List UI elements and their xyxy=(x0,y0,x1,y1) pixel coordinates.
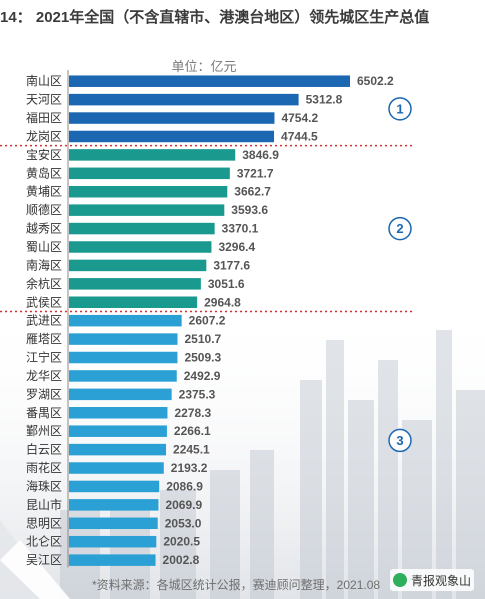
value-label: 3051.6 xyxy=(208,277,245,291)
category-label: 福田区 xyxy=(26,110,62,125)
watermark-text: 青报观象山 xyxy=(411,573,472,588)
bar xyxy=(69,535,157,548)
bar xyxy=(69,130,275,143)
value-label: 5312.8 xyxy=(306,93,343,107)
unit-label: 单位：亿元 xyxy=(171,59,237,74)
category-label: 武进区 xyxy=(26,314,62,328)
category-label: 越秀区 xyxy=(26,222,62,236)
group-marker-circle xyxy=(388,428,412,453)
category-label: 海珠区 xyxy=(26,478,62,493)
value-label: 3662.7 xyxy=(234,185,271,199)
value-label: 2964.8 xyxy=(204,295,241,309)
category-label: 龙华区 xyxy=(26,369,62,383)
group-marker-number: 3 xyxy=(396,433,403,448)
bar xyxy=(69,167,230,180)
bar xyxy=(69,388,172,401)
bar xyxy=(69,112,275,124)
group-marker-circle xyxy=(388,97,412,121)
value-label: 2607.2 xyxy=(189,314,226,328)
wechat-icon xyxy=(393,573,407,587)
value-label: 2375.3 xyxy=(179,387,216,401)
value-label: 2069.9 xyxy=(165,498,202,512)
bar xyxy=(69,351,178,364)
bar xyxy=(69,407,168,419)
category-label: 白云区 xyxy=(26,442,62,457)
value-label: 3593.6 xyxy=(231,203,268,217)
category-label: 吴江区 xyxy=(26,553,62,567)
category-label: 南山区 xyxy=(26,73,62,88)
category-label: 宝安区 xyxy=(26,147,62,162)
bar xyxy=(69,462,164,474)
value-label: 3846.9 xyxy=(242,148,279,162)
category-label: 番禺区 xyxy=(26,406,62,420)
value-label: 2510.7 xyxy=(185,332,222,346)
value-label: 3721.7 xyxy=(237,166,274,180)
value-label: 2278.3 xyxy=(174,406,211,420)
value-label: 3177.6 xyxy=(213,258,250,272)
value-label: 2245.1 xyxy=(173,443,210,457)
bar xyxy=(69,499,159,511)
bar xyxy=(69,314,182,327)
category-label: 鄞州区 xyxy=(26,424,62,438)
value-label: 4744.5 xyxy=(281,129,318,143)
bar xyxy=(69,241,212,253)
value-label: 2086.9 xyxy=(166,479,203,493)
value-label: 4754.2 xyxy=(281,111,318,125)
value-label: 2002.8 xyxy=(163,553,200,567)
value-label: 2266.1 xyxy=(174,424,211,438)
bar xyxy=(69,185,228,198)
watermark: 青报观象山 xyxy=(390,569,475,591)
bar xyxy=(69,443,167,456)
category-label: 昆山市 xyxy=(26,497,62,512)
value-label: 6502.2 xyxy=(357,74,394,88)
bar xyxy=(69,554,156,566)
bar xyxy=(69,204,225,216)
bar xyxy=(69,296,198,308)
bar xyxy=(69,222,215,235)
category-label: 天河区 xyxy=(26,93,62,107)
bar xyxy=(69,517,158,530)
category-label: 龙岗区 xyxy=(26,129,62,143)
value-label: 3370.1 xyxy=(222,222,259,236)
value-label: 3296.4 xyxy=(218,240,255,254)
bar xyxy=(69,370,177,382)
value-label: 2509.3 xyxy=(184,351,221,365)
category-label: 南海区 xyxy=(26,257,62,272)
category-label: 江宁区 xyxy=(26,350,62,365)
value-label: 2492.9 xyxy=(184,369,221,383)
bar xyxy=(69,278,201,290)
group-marker-number: 2 xyxy=(396,221,403,236)
category-label: 顺德区 xyxy=(26,202,62,217)
category-label: 雨花区 xyxy=(26,460,62,475)
bar xyxy=(69,425,167,437)
group-marker-number: 1 xyxy=(396,101,403,116)
bar xyxy=(69,149,236,161)
value-label: 2193.2 xyxy=(171,461,208,475)
category-label: 雁塔区 xyxy=(26,332,62,346)
bar xyxy=(69,93,299,106)
bar xyxy=(69,75,350,87)
category-label: 余杭区 xyxy=(26,276,62,291)
source-note: *资料来源：各城区统计公报，赛迪顾问整理，2021.08 xyxy=(92,578,381,592)
bar xyxy=(69,333,178,345)
category-label: 蜀山区 xyxy=(26,240,62,254)
group-marker-circle xyxy=(388,216,412,241)
bar xyxy=(69,259,207,272)
value-label: 2020.5 xyxy=(163,535,200,549)
category-label: 北仑区 xyxy=(26,535,62,549)
category-label: 武侯区 xyxy=(26,295,62,309)
category-label: 黄岛区 xyxy=(26,165,62,180)
category-label: 黄埔区 xyxy=(26,185,62,199)
bar xyxy=(69,480,160,493)
category-label: 罗湖区 xyxy=(26,386,62,401)
value-label: 2053.0 xyxy=(165,516,202,530)
category-label: 思明区 xyxy=(26,516,62,530)
chart-title: 14： 2021年全国（不含直辖市、港澳台地区）领先城区生产总值 xyxy=(0,9,430,26)
